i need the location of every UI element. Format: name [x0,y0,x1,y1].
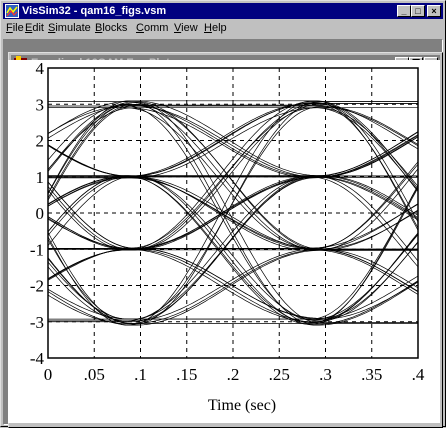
menu-edit[interactable]: Edit [25,22,44,34]
eye-trace [47,105,418,201]
menu-comm[interactable]: Comm [136,22,169,34]
y-tick-label: 3 [36,95,45,114]
x-tick-label: .3 [319,365,332,384]
x-tick-label: 0 [44,365,53,384]
y-tick-label: -1 [30,240,44,259]
vissim-app-icon [5,4,19,18]
x-tick-label: .05 [84,365,105,384]
app-title: VisSim32 - qam16_figs.vsm [22,5,167,17]
menu-simulate[interactable]: Simulate [48,22,91,34]
x-tick-label: .4 [412,365,425,384]
eye-trace [47,104,419,229]
menu-bar: File Edit Simulate Blocks Comm View Help [3,20,443,37]
eye-trace [48,101,419,325]
plot-frame [47,67,419,359]
menu-view[interactable]: View [174,22,198,34]
menu-help[interactable]: Help [204,22,227,34]
y-tick-label: 1 [36,168,45,187]
eye-trace [47,168,419,251]
chart-grid [48,68,418,358]
eye-trace [47,176,419,323]
eye-trace [48,105,419,145]
x-axis-label: Time (sec) [208,397,276,414]
y-axis-ticks: 4 3 2 1 0 -1 -2 -3 -4 [30,59,45,368]
app-minimize-button[interactable]: _ [397,5,411,17]
app-close-button[interactable]: × [427,5,441,17]
app-maximize-button[interactable]: □ [411,5,425,17]
x-tick-label: .25 [269,365,290,384]
eye-trace [48,106,419,320]
y-tick-label: -2 [30,277,44,296]
eye-trace [47,249,418,324]
y-tick-label: -3 [30,313,44,332]
x-tick-label: .1 [134,365,147,384]
x-tick-label: .35 [361,365,382,384]
eye-trace [47,181,419,250]
y-tick-label: 0 [36,204,45,223]
plot-area: 4 3 2 1 0 -1 -2 -3 -4 0 .05 .1 .15 .2 .25 .3 .35 .4 Time… [8,59,440,423]
eye-trace [47,107,419,187]
menu-blocks[interactable]: Blocks [95,22,128,34]
eye-diagram-chart: 4 3 2 1 0 -1 -2 -3 -4 0 .05 .1 .15 .2 .25 .3 .35 .4 Time… [30,59,425,414]
y-tick-label: 2 [36,132,45,151]
app-title-bar[interactable]: VisSim32 - qam16_figs.vsm _ □ × [3,3,443,19]
eye-trace [47,102,418,324]
y-tick-label: 4 [36,60,45,78]
x-axis-ticks: 0 .05 .1 .15 .2 .25 .3 .35 .4 [44,365,425,384]
menu-file[interactable]: File [6,22,24,34]
x-tick-label: .2 [227,365,240,384]
y-tick-label: -4 [30,349,45,368]
x-tick-label: .15 [176,365,197,384]
